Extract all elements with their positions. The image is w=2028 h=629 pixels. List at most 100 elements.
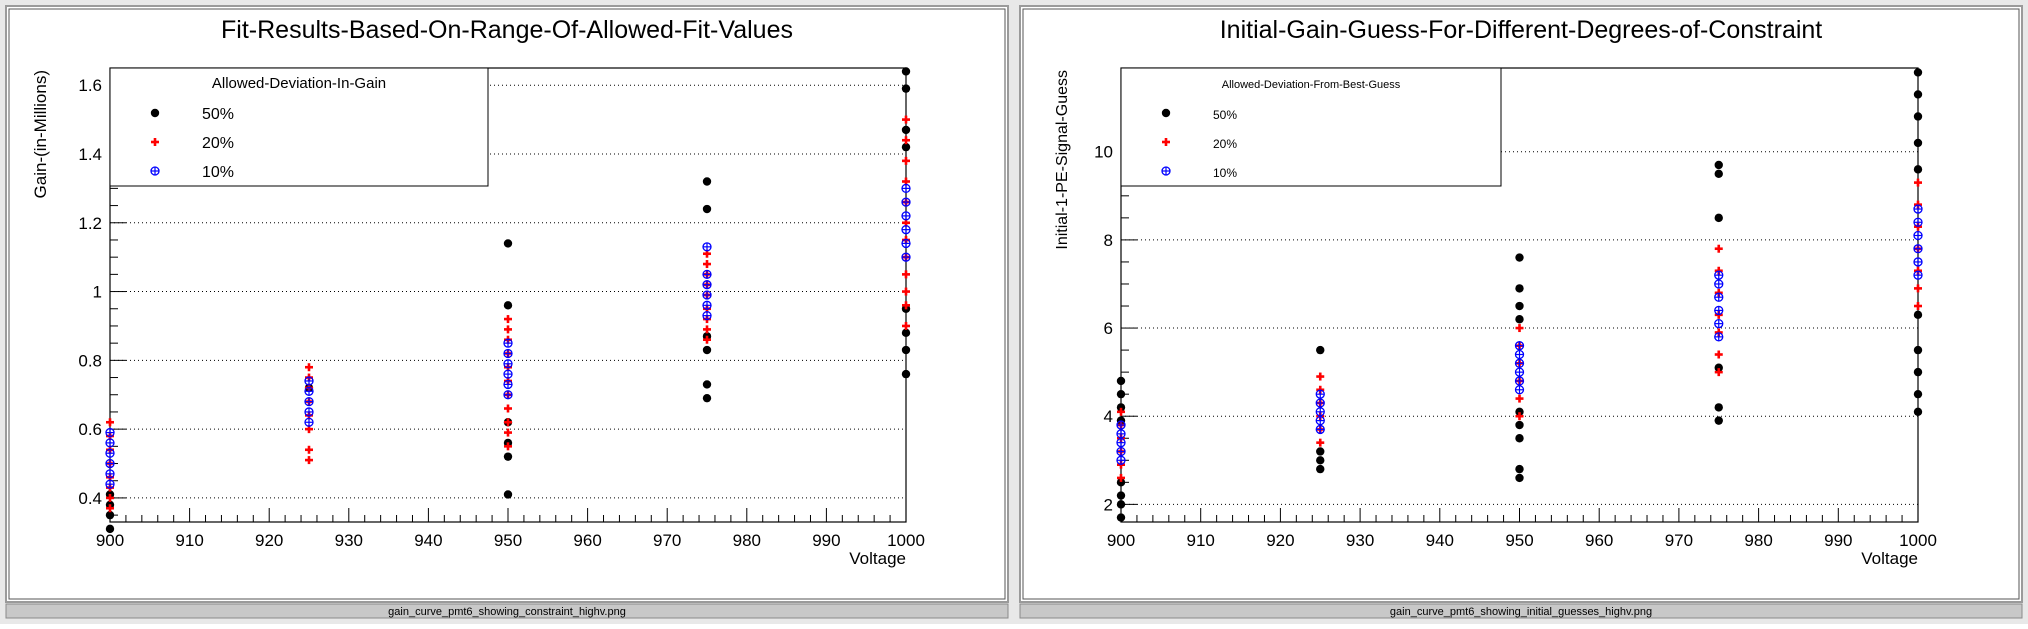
data-point xyxy=(1714,363,1723,372)
data-point xyxy=(1316,438,1325,447)
data-point xyxy=(1116,389,1126,399)
data-point xyxy=(1117,473,1125,482)
data-point xyxy=(901,125,911,135)
data-point xyxy=(1913,407,1923,417)
data-point xyxy=(1913,310,1923,320)
x-tick-label: 1000 xyxy=(887,531,925,550)
data-point xyxy=(1714,279,1724,289)
data-point xyxy=(106,504,114,513)
data-point xyxy=(901,369,911,379)
data-point xyxy=(503,359,513,369)
y-tick-label: 0.4 xyxy=(78,489,102,508)
data-point xyxy=(1913,244,1923,254)
data-point xyxy=(1714,244,1723,253)
x-tick-label: 910 xyxy=(1187,531,1215,550)
data-point xyxy=(503,452,513,461)
legend-box xyxy=(109,67,489,187)
x-tick-label: 980 xyxy=(1744,531,1772,550)
x-tick-label: 900 xyxy=(1107,531,1135,550)
data-point xyxy=(1514,358,1525,368)
y-tick-label: 4 xyxy=(1104,407,1113,426)
x-tick-label: 930 xyxy=(335,531,363,550)
series-10pct xyxy=(105,183,911,489)
data-point xyxy=(902,270,910,279)
x-tick-label: 930 xyxy=(1346,531,1374,550)
data-point xyxy=(1315,407,1325,417)
data-point xyxy=(305,445,313,454)
data-point xyxy=(1116,513,1126,522)
data-point xyxy=(1913,217,1923,227)
x-tick-label: 900 xyxy=(96,531,124,550)
x-tick-label: 920 xyxy=(1266,531,1294,550)
data-point xyxy=(702,280,712,290)
data-point xyxy=(1515,464,1524,474)
legend-marker xyxy=(1161,108,1171,118)
data-point xyxy=(1714,350,1723,359)
y-tick-label: 1 xyxy=(93,283,102,302)
data-point xyxy=(1116,446,1126,457)
data-point xyxy=(1515,394,1524,403)
data-point xyxy=(1315,398,1325,408)
data-point xyxy=(1515,301,1524,311)
data-point xyxy=(1714,368,1723,377)
data-point xyxy=(1316,464,1325,474)
legend-title: Allowed-Deviation-From-Best-Guess xyxy=(1222,79,1401,91)
legend-title: Allowed-Deviation-In-Gain xyxy=(212,75,386,92)
data-point xyxy=(901,225,911,235)
data-point xyxy=(304,376,314,386)
data-point xyxy=(1913,230,1923,241)
data-point xyxy=(1515,407,1524,417)
y-tick-label: 0.8 xyxy=(78,351,102,370)
data-point xyxy=(702,290,712,300)
y-tick-label: 6 xyxy=(1104,319,1113,338)
data-point xyxy=(105,479,115,489)
data-point xyxy=(702,204,712,214)
data-point xyxy=(1913,138,1923,148)
data-point xyxy=(1116,376,1126,386)
y-tick-label: 0.6 xyxy=(78,420,102,439)
data-point xyxy=(504,428,512,437)
x-tick-label: 940 xyxy=(1426,531,1454,550)
data-point xyxy=(503,379,513,390)
legend-label: 10% xyxy=(202,164,234,181)
data-point xyxy=(1914,284,1922,293)
status-bar xyxy=(5,603,1009,619)
x-tick-label: 970 xyxy=(653,531,681,550)
data-point xyxy=(503,348,513,359)
data-point xyxy=(1714,169,1723,178)
y-axis-title: Initial-1-PE-Signal-Guess xyxy=(1054,70,1071,250)
x-tick-label: 1000 xyxy=(1899,531,1937,550)
y-axis-title: Gain-(in-Millions) xyxy=(31,70,50,198)
data-point xyxy=(1714,213,1723,223)
chart-title: Fit-Results-Based-On-Range-Of-Allowed-Fi… xyxy=(221,16,793,44)
legend-label: 50% xyxy=(202,106,234,123)
data-point xyxy=(1714,305,1724,316)
data-point xyxy=(503,390,513,400)
data-point xyxy=(1515,420,1524,430)
data-point xyxy=(1714,319,1724,329)
data-point xyxy=(503,338,513,348)
data-point xyxy=(1515,473,1524,483)
x-tick-label: 960 xyxy=(573,531,601,550)
x-tick-label: 920 xyxy=(255,531,283,550)
data-point xyxy=(1714,332,1724,342)
legend-marker xyxy=(1162,138,1170,146)
x-tick-label: 990 xyxy=(812,531,840,550)
data-point xyxy=(503,490,513,499)
panel-inner-border xyxy=(1022,8,2020,600)
data-point xyxy=(902,301,910,310)
chart-title: Initial-Gain-Guess-For-Different-Degrees… xyxy=(1220,16,1823,44)
data-point xyxy=(1515,324,1524,333)
data-point xyxy=(902,115,910,124)
data-point xyxy=(1913,345,1923,355)
data-point xyxy=(1316,447,1325,456)
data-point xyxy=(703,325,711,334)
data-point xyxy=(1116,403,1126,412)
y-tick-label: 10 xyxy=(1094,143,1113,162)
x-tick-label: 910 xyxy=(175,531,203,550)
data-point xyxy=(1913,112,1923,121)
data-point xyxy=(503,301,513,310)
data-point xyxy=(902,287,910,296)
y-tick-label: 8 xyxy=(1104,231,1113,250)
